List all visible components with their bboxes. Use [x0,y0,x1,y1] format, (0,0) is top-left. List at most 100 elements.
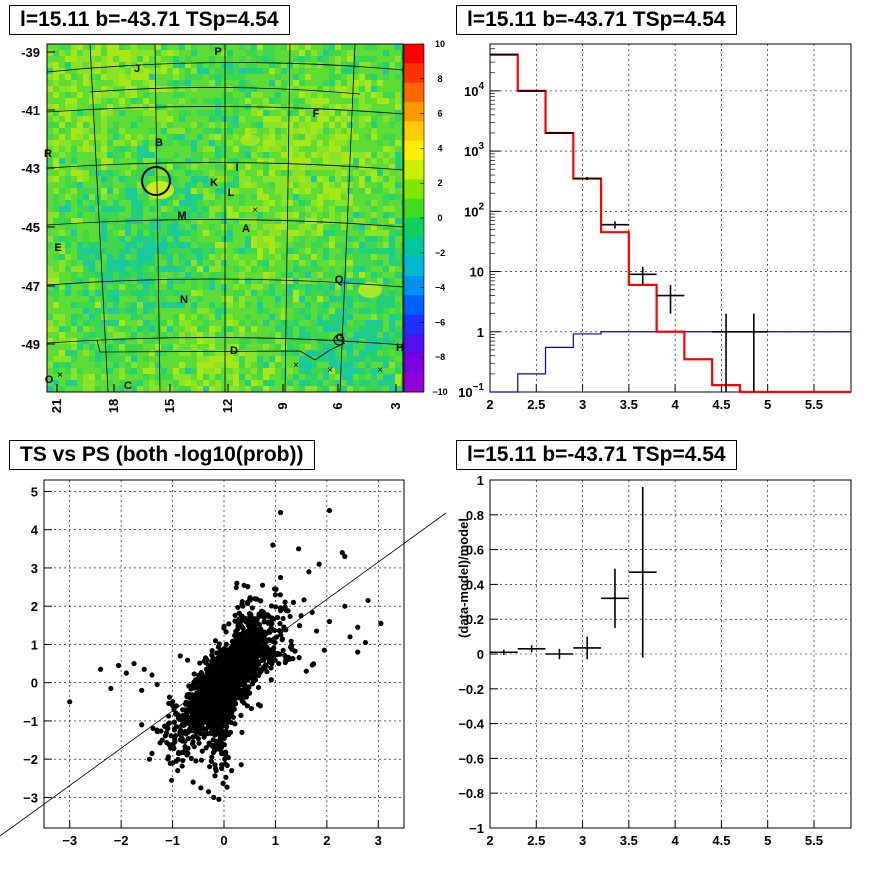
heatmap-cell [221,92,227,98]
heatmap-cell [251,50,257,56]
heatmap-cell [137,350,143,356]
heatmap-cell [377,122,383,128]
heatmap-cell [293,320,299,326]
heatmap-cell [101,236,107,242]
heatmap-cell [329,248,335,254]
heatmap-cell [161,260,167,266]
heatmap-cell [395,260,401,266]
heatmap-cell [221,266,227,272]
heatmap-cell [383,284,389,290]
heatmap-cell [323,212,329,218]
heatmap-cell [371,170,377,176]
y-tick-label: -41 [21,103,40,118]
heatmap-cell [131,344,137,350]
heatmap-cell [335,248,341,254]
heatmap-cell [89,326,95,332]
heatmap-cell [89,344,95,350]
heatmap-cell [239,374,245,380]
heatmap-cell [323,278,329,284]
heatmap-cell [113,320,119,326]
heatmap-cell [161,248,167,254]
heatmap-cell [215,386,221,392]
heatmap-cell [113,80,119,86]
heatmap-cell [179,134,185,140]
heatmap-cell [245,92,251,98]
heatmap-cell [173,86,179,92]
heatmap-cell [305,62,311,68]
heatmap-cell [389,350,395,356]
heatmap-cell [125,290,131,296]
heatmap-cell [203,344,209,350]
heatmap-cell [173,116,179,122]
heatmap-cell [185,308,191,314]
heatmap-cell [245,362,251,368]
heatmap-cell [77,344,83,350]
heatmap-cell [257,44,263,50]
heatmap-cell [389,74,395,80]
heatmap-cell [365,152,371,158]
heatmap-cell [299,188,305,194]
heatmap-cell [227,368,233,374]
heatmap-cell [227,272,233,278]
heatmap-cell [383,236,389,242]
heatmap-cell [149,200,155,206]
heatmap-cell [191,290,197,296]
colorbar-segment [404,295,424,315]
heatmap-cell [389,386,395,392]
heatmap-cell [257,68,263,74]
heatmap-cell [317,188,323,194]
heatmap-cell [137,56,143,62]
heatmap-cell [47,122,53,128]
heatmap-cell [329,350,335,356]
heatmap-cell [65,242,71,248]
heatmap-cell [329,254,335,260]
heatmap-cell [293,182,299,188]
heatmap-cell [347,350,353,356]
heatmap-cell [161,128,167,134]
heatmap-cell [95,368,101,374]
heatmap-cell [53,86,59,92]
y-tick-label: −1 [23,714,38,729]
heatmap-cell [299,86,305,92]
heatmap-cell [89,368,95,374]
heatmap-cell [239,344,245,350]
heatmap-cell [293,170,299,176]
heatmap-cell [161,290,167,296]
heatmap-cell [377,236,383,242]
heatmap-cell [113,308,119,314]
heatmap-cell [113,62,119,68]
heatmap-cell [53,56,59,62]
heatmap-cell [311,206,317,212]
heatmap-cell [269,332,275,338]
heatmap-cell [113,164,119,170]
heatmap-cell [233,98,239,104]
heatmap-cell [47,254,53,260]
heatmap-cell [227,284,233,290]
heatmap-cell [323,74,329,80]
heatmap-cell [335,50,341,56]
heatmap-cell [197,242,203,248]
heatmap-cell [233,56,239,62]
heatmap-cell [71,140,77,146]
heatmap-cell [125,362,131,368]
heatmap-cell [71,62,77,68]
heatmap-cell [347,254,353,260]
heatmap-cell [359,350,365,356]
heatmap-cell [191,104,197,110]
heatmap-cell [167,260,173,266]
heatmap-cell [95,356,101,362]
heatmap-cell [293,206,299,212]
heatmap-cell [347,302,353,308]
heatmap-cell [263,254,269,260]
heatmap-cell [107,68,113,74]
heatmap-cell [323,134,329,140]
heatmap-cell [395,128,401,134]
heatmap-cell [293,62,299,68]
heatmap-cell [149,356,155,362]
heatmap-cell [269,308,275,314]
heatmap-cell [299,122,305,128]
heatmap-cell [179,356,185,362]
heatmap-cell [389,242,395,248]
heatmap-cell [353,92,359,98]
heatmap-cell [281,68,287,74]
